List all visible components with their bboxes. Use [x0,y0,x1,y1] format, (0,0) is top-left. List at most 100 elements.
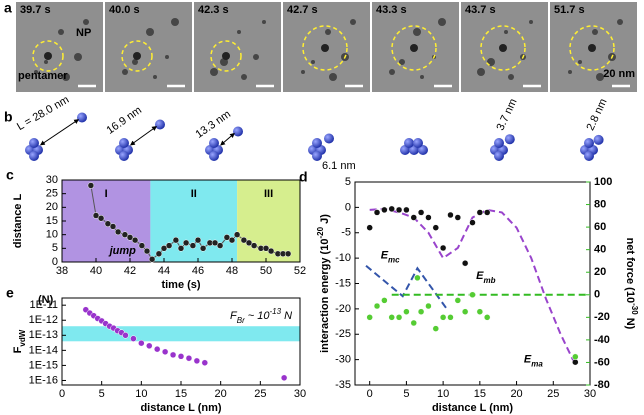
x-tick-label: 50 [260,265,272,277]
data-point [425,302,432,310]
particle [311,60,315,64]
text-part: -20 [316,226,325,238]
y2-tick-label: -20 [594,311,610,323]
data-point [240,236,248,244]
y-tick-label: 0 [345,201,351,213]
particle [122,69,128,75]
distance-label: L = 28.0 nm [15,94,71,133]
y-tick-label: 1E-16 [29,374,58,386]
panel-label: c [6,167,14,183]
timestamp: 42.7 s [287,4,318,16]
particle [44,60,48,64]
y-tick-label: 5 [52,242,58,254]
x-tick-label: 15 [474,388,486,400]
text-part: mc [388,255,400,264]
y-tick-label: 20 [46,201,58,213]
x-tick-label: 10 [437,388,449,400]
data-point [417,209,425,216]
sphere [584,151,594,161]
distance-label: 13.3 nm [194,108,233,141]
text-part: interaction energy (10 [319,239,331,353]
particle [529,20,533,24]
x-tick-label: 42 [124,265,136,277]
micrograph [283,2,370,92]
annotation: jump [108,245,137,257]
y-tick-label: 30 [46,174,58,186]
x-tick-label: 20 [510,388,522,400]
data-point [153,345,161,353]
data-point [476,308,484,315]
y-tick-label: 1E-12 [29,314,58,326]
x-tick-label: 48 [226,265,238,277]
sphere [584,138,594,148]
x-tick-label: 44 [158,265,170,277]
text-part: J) [319,214,331,227]
particle [62,73,70,81]
particle [253,54,259,60]
x-tick-label: 0 [59,388,65,400]
data-point [97,215,105,222]
data-point [432,325,440,332]
y-tick-label: 1E-14 [29,344,58,356]
sphere [593,134,604,145]
data-point [126,234,134,241]
text-part: F [12,346,24,353]
data-point [262,245,270,252]
data-point [216,242,224,249]
data-point [483,314,491,321]
y-tick-label: 10 [46,229,58,241]
particle [153,75,157,79]
particle [83,19,89,25]
data-point [454,214,462,221]
micrograph [550,2,637,92]
panel-label: b [4,109,13,125]
particle [325,29,331,35]
band-label: FBr ~ 10-13 N [230,307,292,325]
y-axis-unit: (N) [38,294,54,306]
particle [241,74,247,80]
y-tick-label: 1E-13 [29,329,58,341]
sphere [209,138,219,148]
particle [301,70,305,74]
y2-axis-label: net force (10-30 N) [624,238,639,330]
y-axis-label: FvdW [12,329,27,353]
highlight-circle [210,40,242,72]
text-part: N) [624,315,636,330]
data-point [177,245,185,252]
x-tick-label: 20 [215,388,227,400]
distance-label: 16.9 nm [105,104,144,137]
cluster [44,52,52,60]
particle [438,18,446,26]
cluster [499,44,507,52]
panel-label: e [6,285,14,301]
y-tick-label: -5 [341,227,351,239]
sphere [29,151,39,161]
y-tick-label: -20 [335,303,351,315]
y-tick-label: -30 [335,354,351,366]
y2-tick-label: 0 [594,289,600,301]
data-point [395,314,403,321]
particle [504,30,508,34]
data-point [160,245,168,252]
data-point [189,242,197,249]
x-axis-label: distance L (nm) [432,402,513,414]
y-tick-label: 1E-15 [29,359,58,371]
sphere [418,145,428,155]
distance-arrow [39,119,80,146]
data-point [476,209,484,216]
y2-tick-label: -80 [594,379,610,391]
data-point [461,259,469,267]
x-tick-label: 15 [175,388,187,400]
micrograph-bg [105,2,192,92]
particle [399,59,405,65]
y2-tick-label: 80 [594,198,606,210]
particle [262,20,266,24]
data-point [87,182,95,189]
y-axis-label: distance L [12,194,24,249]
cluster [588,44,596,52]
x-axis-label: time (s) [161,279,200,291]
y-tick-label: -35 [335,379,351,391]
particle [350,19,356,25]
micrograph [372,2,459,92]
data-point [155,250,163,258]
